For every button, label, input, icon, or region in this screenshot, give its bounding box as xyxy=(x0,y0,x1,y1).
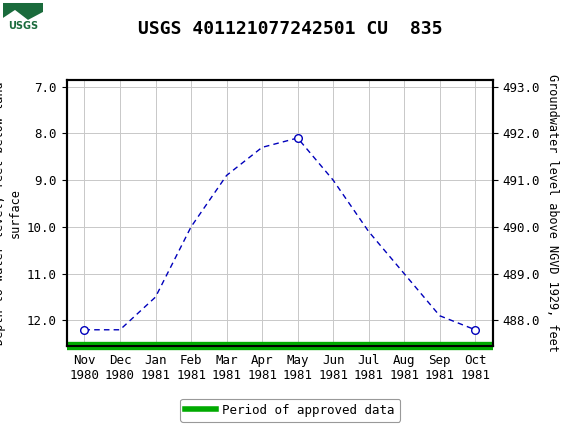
Text: USGS: USGS xyxy=(50,10,106,28)
Polygon shape xyxy=(3,3,43,20)
Text: USGS 401121077242501 CU  835: USGS 401121077242501 CU 835 xyxy=(138,20,442,38)
Bar xyxy=(3,3,43,35)
Legend: Period of approved data: Period of approved data xyxy=(180,399,400,421)
Y-axis label: Groundwater level above NGVD 1929, feet: Groundwater level above NGVD 1929, feet xyxy=(546,74,559,352)
Text: USGS: USGS xyxy=(8,21,38,31)
Y-axis label: Depth to water level, feet below land
surface: Depth to water level, feet below land su… xyxy=(0,81,21,345)
